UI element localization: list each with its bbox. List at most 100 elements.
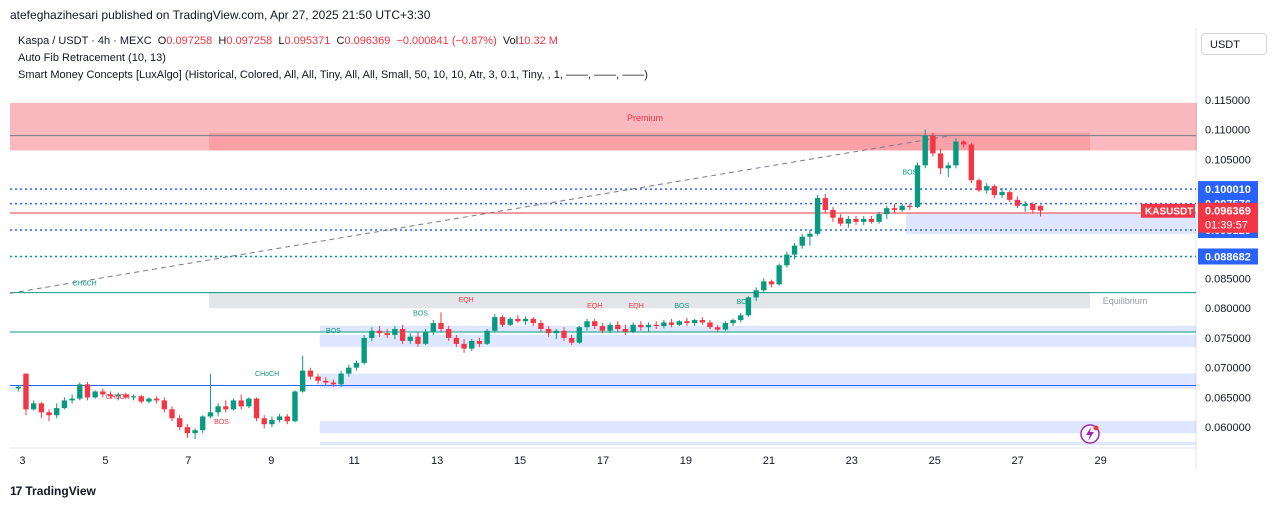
candle-body [430,323,437,332]
candle-body [330,382,337,385]
candle-body [361,337,367,363]
x-tick-label: 17 [597,455,609,467]
candle-body [953,141,959,166]
x-tick-label: 13 [431,455,443,467]
candle-body [945,165,951,169]
candle-body [438,323,444,329]
candle-body [169,409,175,419]
candle-body [738,315,744,321]
indicator-smc[interactable]: Smart Money Concepts [LuxAlgo] (Historic… [18,69,648,81]
candle-body [699,320,706,323]
price-label-box [1198,181,1258,198]
candle-body [761,281,767,291]
candle-body [837,217,844,224]
candle-body [968,144,975,181]
candle-body [891,208,898,210]
candle-body [691,320,698,324]
price-label-text: 0.100010 [1205,184,1251,196]
candle-body [984,186,990,191]
zone-label-equilibrium: Equilibrium [1103,296,1148,306]
candle-body [376,330,383,334]
symbol-name[interactable]: Kaspa / USDT · 4h · MEXC [18,35,152,47]
candle-body [592,321,598,327]
candle-body [538,323,544,329]
vol-value: 10.32 M [518,35,558,47]
candle-body [1037,205,1044,211]
x-tick-label: 21 [763,455,775,467]
candle-body [30,403,37,410]
candle-body [630,324,636,332]
candle-body [607,324,613,331]
candle-body [907,205,913,207]
candle-body [830,209,836,218]
candle-body [123,394,129,398]
candle-body [576,327,583,343]
candle-body [722,323,729,330]
candle-body [845,218,852,224]
candle-body [937,153,944,169]
candle-body [653,324,659,327]
x-tick-label: 5 [102,455,108,467]
candle-body [1007,192,1013,200]
candle-body [784,254,790,266]
candle-body [422,331,429,344]
notification-dot-icon [1093,425,1099,431]
candle-body [861,218,867,222]
candle-body [1022,204,1028,206]
candle-body [215,406,221,413]
candle-body [453,337,460,344]
tradingview-brand[interactable]: 17 TradingView [10,484,96,498]
candle-body [515,318,521,322]
smc-label: BOS [674,303,689,310]
candle-body [707,322,713,328]
y-tick-label: 0.085000 [1205,273,1251,285]
candle-body [200,416,206,431]
order-block [319,373,1197,389]
candle-body [253,398,260,419]
candle-body [115,394,121,397]
candle-body [991,186,998,196]
indicator-fib[interactable]: Auto Fib Retracement (10, 13) [18,52,166,64]
candle-body [299,370,306,392]
candle-body [276,416,283,421]
candle-body [1030,204,1036,210]
candle-body [922,135,928,166]
y-tick-label: 0.080000 [1205,303,1251,315]
candle-body [338,373,344,385]
tradingview-logo-icon: 17 [10,484,22,498]
price-label-text: 0.088682 [1205,251,1251,263]
x-tick-label: 19 [680,455,692,467]
candle-body [84,384,91,398]
candle-body [446,328,452,338]
candle-body [261,418,267,425]
candle-body [238,400,244,407]
candle-body [568,337,575,343]
candle-body [868,218,875,222]
x-tick-label: 3 [19,455,25,467]
order-block [319,420,1197,434]
candle-body [876,214,882,222]
candle-body [999,192,1005,196]
last-price-text: 0.096369 [1205,206,1251,218]
order-block [319,441,1197,446]
symbol-tag-text: KASUSDT [1145,207,1193,218]
candle-body [92,391,98,398]
order-block [319,334,1197,348]
candle-body [284,416,290,422]
publisher-line: atefeghazihesari published on TradingVie… [10,8,431,22]
candle-body [476,340,483,344]
candle-body [753,290,759,298]
y-tick-label: 0.065000 [1205,392,1251,404]
price-label-box [1198,248,1258,265]
zone-premium [10,102,1197,151]
currency-button[interactable]: USDT [1201,33,1267,55]
candle-body [807,233,813,237]
candle-body [315,376,321,381]
candle-body [100,391,106,395]
candle-body [584,321,590,328]
candle-body [38,403,45,413]
candle-body [230,400,237,410]
smc-label: BOS [214,419,229,426]
high-value: 0.097258 [226,35,273,47]
